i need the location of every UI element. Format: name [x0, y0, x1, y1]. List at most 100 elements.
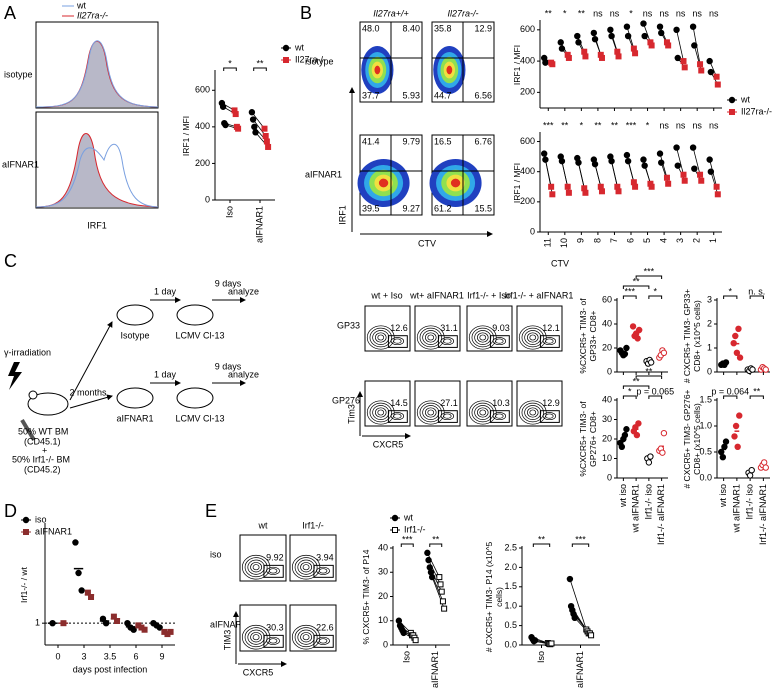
legend-label: wt — [76, 0, 86, 10]
flow-contour — [375, 407, 387, 418]
row-label: isotype — [4, 69, 33, 79]
histogram-fill — [36, 133, 158, 207]
schema-label: 2 months — [69, 387, 107, 397]
data-point — [697, 61, 704, 68]
data-point — [660, 429, 668, 437]
data-point — [49, 619, 56, 627]
flow-contour — [526, 407, 539, 418]
schema-label: aIFNAR1 — [116, 413, 153, 423]
significance: * — [653, 286, 657, 296]
schema-arrow — [69, 394, 113, 409]
data-point — [640, 20, 647, 27]
x-tick-label: 3 — [675, 238, 685, 243]
y-axis-label: %CXCR5+ TIM3- of GP276+ CD8+ — [578, 401, 598, 477]
x-tick-label: 1 — [708, 238, 718, 243]
significance: *** — [644, 266, 655, 276]
quadrant-value: 6.56 — [474, 90, 492, 100]
data-point — [635, 326, 643, 334]
data-point — [706, 57, 713, 65]
x-tick-label: 3 — [81, 651, 86, 661]
data-point — [591, 36, 599, 43]
flow-gate — [437, 335, 458, 348]
x-tick-label: 11 — [543, 238, 553, 247]
data-point — [114, 618, 121, 624]
schema-label: 9 days — [215, 278, 242, 288]
data-point — [674, 54, 681, 62]
data-point — [629, 323, 637, 330]
significance: ** — [561, 120, 569, 130]
gate-value: 30.3 — [266, 622, 284, 632]
column-label: Irf1-/- + aIFNAR1 — [505, 290, 574, 300]
significance-bracket — [749, 295, 764, 299]
data-point — [736, 354, 744, 361]
y-tick-label: 2.5 — [504, 542, 517, 552]
data-point — [722, 438, 730, 445]
x-tick-label: 9 — [576, 238, 586, 243]
significance: n. s. — [748, 286, 765, 296]
pair-line — [676, 147, 684, 175]
data-point — [713, 73, 720, 80]
data-point — [680, 171, 687, 178]
data-point — [623, 344, 630, 352]
data-point — [263, 138, 270, 145]
significance: p = 0.065 — [636, 386, 674, 396]
column-label: Irf1-/- — [302, 520, 324, 530]
legend-label: iso — [35, 514, 47, 524]
schema-label: 9 days — [215, 361, 242, 371]
row-label: GP276 — [332, 395, 360, 405]
data-point — [621, 350, 629, 358]
flow-contour — [495, 413, 504, 419]
flow-contour — [316, 636, 330, 645]
data-point — [721, 443, 728, 450]
x-tick-label: wt iso — [618, 484, 628, 508]
schema-label: γ-irradiation — [4, 347, 51, 357]
flow-contour — [244, 627, 268, 648]
axis-label: TIM3 — [222, 630, 232, 651]
schema-label: (CD45.1) — [24, 436, 61, 446]
flow-contour — [518, 400, 547, 425]
data-point — [222, 121, 229, 129]
data-point — [714, 191, 721, 198]
flow-density — [450, 178, 461, 188]
data-point — [75, 569, 82, 577]
y-tick-label: 20 — [602, 433, 612, 443]
quadrant-value: 37.7 — [362, 90, 380, 100]
flow-contour — [425, 332, 437, 343]
pair-line — [428, 559, 441, 585]
significance: ns — [659, 120, 669, 130]
gate-value: 14.5 — [390, 398, 408, 408]
significance: ** — [545, 8, 553, 18]
flow-contour — [542, 337, 557, 346]
flow-contour — [390, 337, 405, 346]
significance-bracket — [571, 543, 590, 547]
data-point — [659, 449, 666, 456]
significance: ** — [611, 120, 619, 130]
flow-contour — [542, 412, 557, 421]
y-axis-label: IRF1 / MFI — [512, 162, 522, 204]
flow-gate — [263, 634, 284, 648]
data-point — [734, 443, 741, 450]
data-point — [665, 42, 672, 49]
data-point — [232, 111, 239, 118]
data-point — [681, 177, 688, 184]
significance: * — [629, 8, 633, 18]
significance: p = 0.064 — [711, 386, 749, 396]
data-point — [441, 605, 448, 612]
quadrant-value: 41.4 — [362, 136, 380, 146]
axis-label: CXCR5 — [243, 667, 274, 677]
quadrant-value: 9.79 — [402, 136, 420, 146]
data-point — [608, 32, 615, 40]
data-point — [598, 54, 605, 61]
schema-arm: 1 day 9 days analyze aIFNAR1 LCMV Cl-13 — [116, 361, 259, 423]
data-point — [732, 332, 739, 340]
data-point — [618, 443, 626, 450]
data-point — [658, 29, 665, 37]
quadrant-value: 5.93 — [402, 90, 420, 100]
flow-contour — [366, 325, 395, 350]
schema-label: 50% WT BM — [18, 426, 68, 436]
mouse-icon — [176, 304, 214, 326]
x-tick-label: 6 — [625, 238, 635, 243]
flow-contour — [545, 413, 554, 419]
axis-label: CXCR5 — [373, 439, 404, 449]
panel-letter: C — [4, 251, 17, 271]
